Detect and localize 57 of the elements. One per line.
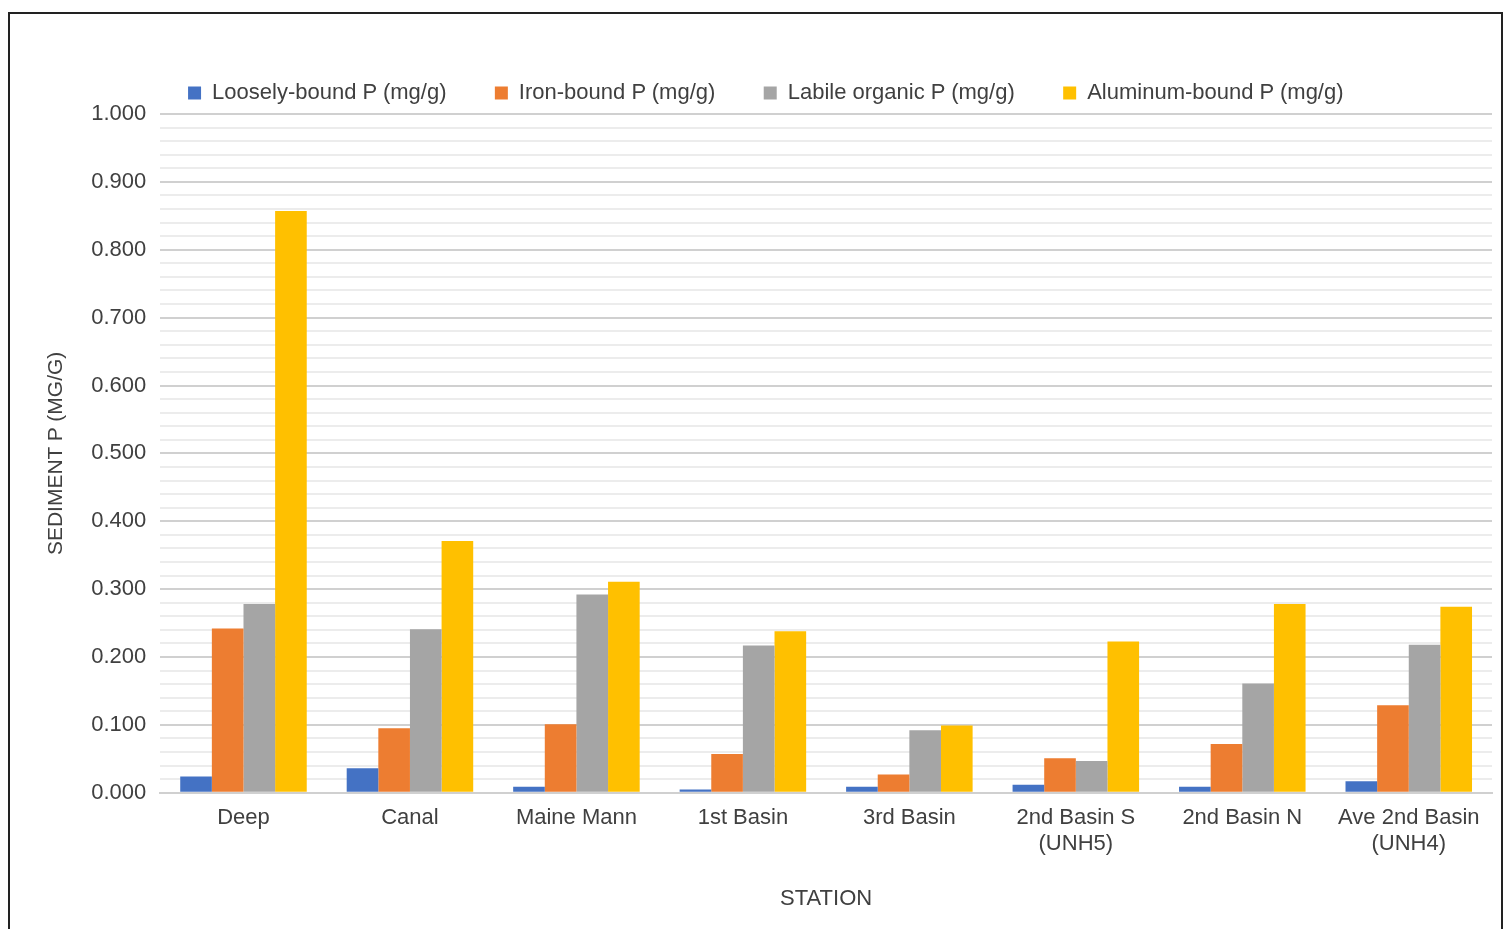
bar [1273, 604, 1306, 792]
bar [275, 211, 307, 792]
bar [378, 728, 410, 792]
x-tick-label: Ave 2nd Basin (UNH4) [1338, 804, 1480, 856]
bar [409, 629, 442, 792]
legend-label: Iron-bound P (mg/g) [518, 79, 716, 105]
bar [1242, 683, 1274, 792]
bar [1107, 641, 1140, 792]
y-tick-label: 0.500 [91, 439, 147, 465]
bar [711, 754, 743, 792]
bar [940, 725, 973, 792]
x-axis-title: STATION [780, 884, 873, 910]
bar [1440, 606, 1473, 792]
y-tick-label: 0.000 [91, 778, 147, 804]
bar [1012, 784, 1045, 792]
y-tick-label: 0.900 [91, 167, 147, 193]
bar [608, 581, 640, 792]
x-tick-label: 2nd Basin N [1182, 804, 1303, 830]
y-axis-title: SEDIMENT P (MG/G) [43, 351, 67, 556]
legend-label: Loosely-bound P (mg/g) [212, 79, 447, 105]
bar [1179, 786, 1211, 792]
x-tick-label: Deep [217, 804, 270, 830]
x-tick-label: 2nd Basin S (UNH5) [1016, 804, 1136, 856]
legend-label: Aluminum-bound P (mg/g) [1087, 79, 1344, 105]
bar [544, 724, 577, 792]
bar [679, 789, 712, 792]
bar [1377, 705, 1409, 792]
y-tick-label: 1.000 [91, 100, 147, 126]
y-tick-label: 0.100 [91, 710, 147, 736]
bar [909, 730, 941, 792]
bar [1345, 781, 1378, 792]
bar [576, 594, 609, 792]
legend-label: Labile organic P (mg/g) [787, 79, 1015, 105]
bar [1210, 743, 1243, 792]
y-tick-label: 0.300 [91, 575, 147, 601]
y-tick-label: 0.800 [91, 235, 147, 261]
bar [211, 628, 244, 792]
bar [346, 768, 379, 792]
bar [742, 645, 775, 792]
bar [513, 786, 545, 792]
x-tick-label: Maine Mann [515, 804, 637, 830]
bar [180, 776, 212, 792]
bar [877, 774, 910, 792]
y-tick-label: 0.200 [91, 643, 147, 669]
x-tick-label: 3rd Basin [862, 804, 956, 830]
y-tick-label: 0.700 [91, 303, 147, 329]
bar [846, 786, 878, 792]
bar [774, 631, 807, 792]
x-tick-label: 1st Basin [697, 804, 789, 830]
y-tick-label: 0.600 [91, 371, 147, 397]
bar [1044, 758, 1076, 792]
bar [1075, 760, 1108, 792]
x-tick-label: Canal [381, 804, 439, 830]
bar [1408, 644, 1441, 792]
y-tick-label: 0.400 [91, 507, 147, 533]
bar [441, 540, 474, 792]
bar [243, 604, 276, 792]
